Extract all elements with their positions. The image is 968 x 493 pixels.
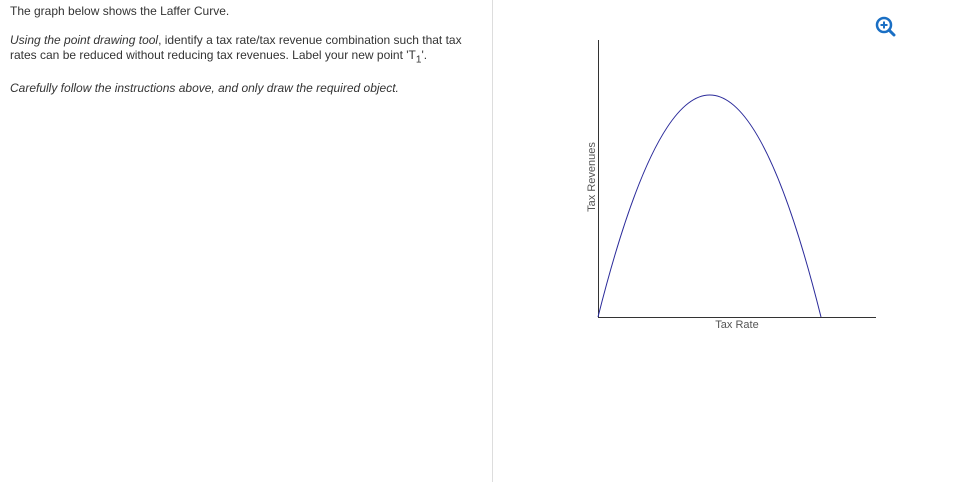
intro: The graph below shows the Laffer Curve. <box>10 4 230 18</box>
laffer-curve <box>597 94 822 318</box>
x-axis-label: Tax Rate <box>715 319 758 331</box>
zoom-button[interactable] <box>875 16 896 37</box>
point-label-sub: 1 <box>415 54 422 66</box>
question-panel: The graph below shows the Laffer Curve. … <box>10 4 485 110</box>
divider <box>492 0 493 482</box>
caution-text: Carefully follow the instructions above,… <box>10 81 399 96</box>
y-axis-label: Tax Revenues <box>586 142 598 212</box>
point-label: 'T <box>406 48 416 62</box>
instruction-text: , identify a tax rate/tax revenue combin… <box>10 33 462 62</box>
instruction-italic: Using the point drawing tool <box>10 33 159 47</box>
caution: Carefully follow the instructions above,… <box>10 81 485 96</box>
point-label-close: '. <box>421 48 428 62</box>
instruction: Using the point drawing tool, identify a… <box>10 33 485 67</box>
